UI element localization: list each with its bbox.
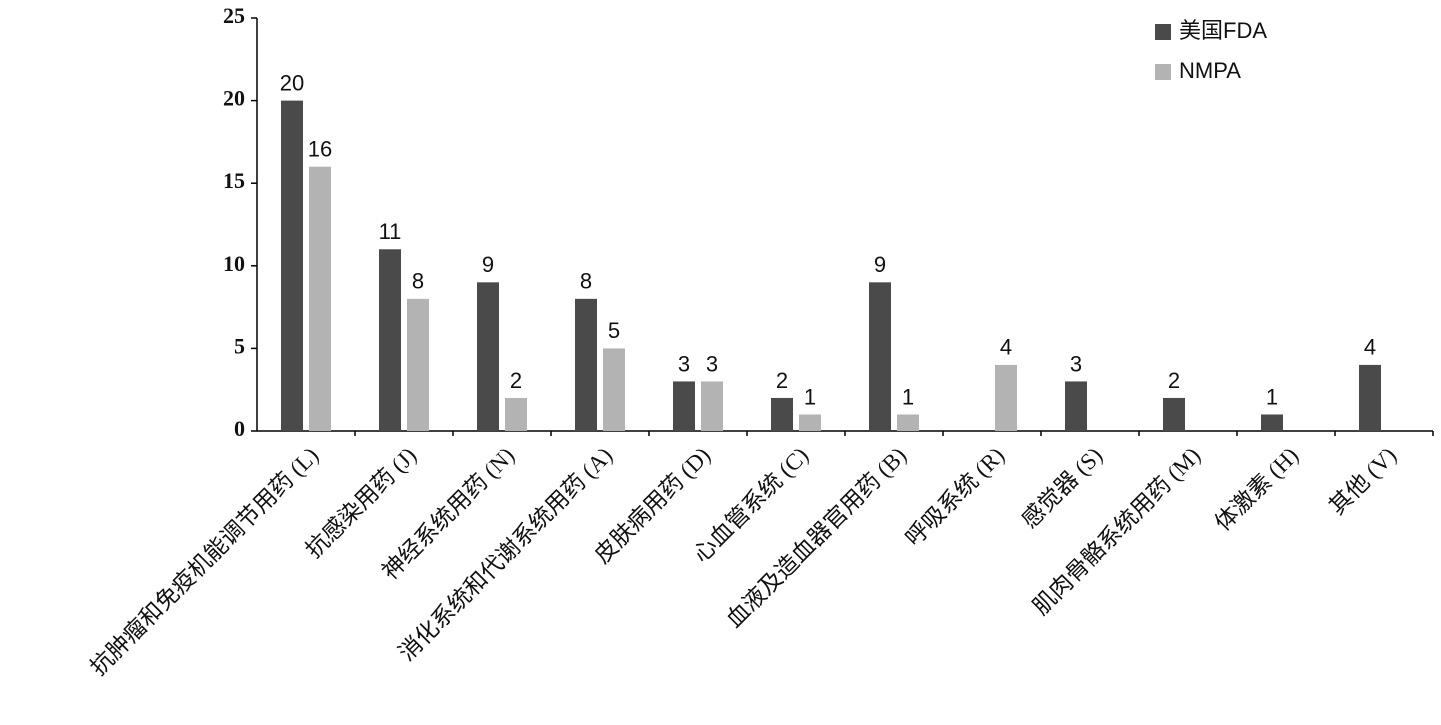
legend-label: 美国FDA xyxy=(1179,18,1267,43)
value-label: 3 xyxy=(678,351,690,376)
legend-swatch xyxy=(1155,64,1171,80)
value-label: 11 xyxy=(379,219,402,244)
value-label: 4 xyxy=(1000,335,1012,360)
value-label: 1 xyxy=(1266,384,1278,409)
bar xyxy=(505,397,527,431)
y-tick-label: 25 xyxy=(223,3,245,28)
value-label: 1 xyxy=(804,384,816,409)
value-label: 8 xyxy=(580,269,592,294)
value-label: 2 xyxy=(510,368,522,393)
bar xyxy=(799,414,821,431)
x-tick-label: 肌肉骨骼系统用药 (M) xyxy=(1028,443,1205,620)
y-tick-label: 20 xyxy=(223,86,245,111)
bar xyxy=(771,397,793,431)
bar xyxy=(407,298,429,431)
value-label: 3 xyxy=(1070,351,1082,376)
y-tick-label: 10 xyxy=(223,251,245,276)
x-tick-label: 血液及造血器官用药 (B) xyxy=(721,443,911,633)
bar xyxy=(701,381,723,431)
bar xyxy=(309,166,331,431)
y-tick-label: 0 xyxy=(234,416,245,441)
bar xyxy=(575,298,597,431)
value-label: 20 xyxy=(280,70,304,95)
bar xyxy=(1163,397,1185,431)
value-label: 2 xyxy=(776,368,788,393)
legend-label: NMPA xyxy=(1179,58,1241,83)
value-label: 8 xyxy=(412,269,424,294)
value-label: 5 xyxy=(608,318,620,343)
bar xyxy=(281,100,303,431)
y-tick-label: 15 xyxy=(223,168,245,193)
bar xyxy=(1359,364,1381,431)
bar xyxy=(995,364,1017,431)
x-tick-label: 感觉器 (S) xyxy=(1017,443,1107,533)
bar xyxy=(603,348,625,431)
value-label: 9 xyxy=(482,252,494,277)
value-label: 1 xyxy=(902,384,914,409)
bar xyxy=(869,282,891,431)
bar xyxy=(477,282,499,431)
value-label: 16 xyxy=(308,136,332,161)
value-label: 2 xyxy=(1168,368,1180,393)
x-tick-label: 呼吸系统 (R) xyxy=(901,443,1009,551)
value-label: 9 xyxy=(874,252,886,277)
y-tick-label: 5 xyxy=(234,333,245,358)
x-tick-label: 消化系统和代谢系统用药 (A) xyxy=(394,443,617,666)
x-tick-label: 抗肿瘤和免疫机能调节用药 (L) xyxy=(86,443,324,681)
x-tick-label: 其他 (V) xyxy=(1324,443,1401,520)
bar xyxy=(1261,414,1283,431)
x-tick-label: 体激素 (H) xyxy=(1210,443,1303,536)
value-label: 4 xyxy=(1364,335,1376,360)
bar xyxy=(379,249,401,431)
legend-swatch xyxy=(1155,24,1171,40)
bar xyxy=(897,414,919,431)
bar xyxy=(1065,381,1087,431)
bar xyxy=(673,381,695,431)
value-label: 3 xyxy=(706,351,718,376)
